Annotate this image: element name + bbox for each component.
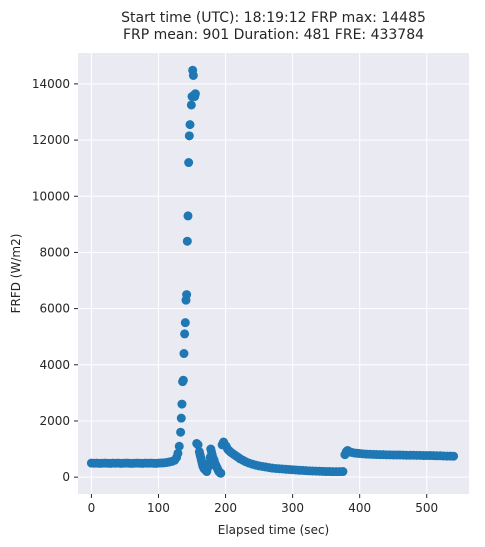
data-point: [186, 100, 196, 110]
data-point: [179, 349, 189, 359]
y-tick-label: 2000: [39, 414, 70, 428]
x-axis-label: Elapsed time (sec): [218, 523, 329, 537]
data-point: [216, 468, 226, 478]
x-tick-label: 100: [147, 501, 170, 515]
y-tick-label: 6000: [39, 302, 70, 316]
y-tick-label: 8000: [39, 245, 70, 259]
data-point: [184, 158, 194, 168]
data-point: [173, 448, 183, 458]
data-point: [185, 120, 195, 130]
data-point: [178, 375, 188, 385]
plot-area: [78, 53, 469, 494]
data-point: [449, 451, 459, 461]
x-tick-label: 200: [214, 501, 237, 515]
axis-ticks: 0 100 200 300 400 500 0 2000 4000 6000 8000 10000 12…: [32, 77, 438, 515]
grid-lines: [78, 53, 469, 494]
data-point: [182, 236, 192, 246]
y-tick-label: 10000: [32, 189, 70, 203]
x-tick-label: 0: [88, 501, 96, 515]
chart-title-line-2: FRP mean: 901 Duration: 481 FRE: 433784: [123, 27, 424, 43]
data-points: [86, 65, 459, 478]
data-point: [174, 441, 184, 451]
data-point: [180, 318, 190, 328]
chart-title-line-1: Start time (UTC): 18:19:12 FRP max: 1448…: [121, 10, 426, 26]
data-point: [180, 329, 190, 339]
x-tick-label: 400: [348, 501, 371, 515]
data-point: [338, 467, 348, 477]
data-point: [193, 440, 203, 450]
y-tick-label: 12000: [32, 133, 70, 147]
data-point: [176, 413, 186, 423]
data-point: [183, 211, 193, 221]
data-point: [190, 89, 200, 99]
y-axis-label: FRFD (W/m2): [9, 234, 23, 314]
y-tick-label: 14000: [32, 77, 70, 91]
data-point: [182, 290, 192, 300]
data-point: [176, 427, 186, 437]
data-point: [177, 399, 187, 409]
y-tick-label: 0: [62, 470, 70, 484]
y-tick-label: 4000: [39, 358, 70, 372]
data-point: [188, 70, 198, 80]
x-tick-label: 300: [281, 501, 304, 515]
data-point: [184, 131, 194, 141]
x-tick-label: 500: [415, 501, 438, 515]
